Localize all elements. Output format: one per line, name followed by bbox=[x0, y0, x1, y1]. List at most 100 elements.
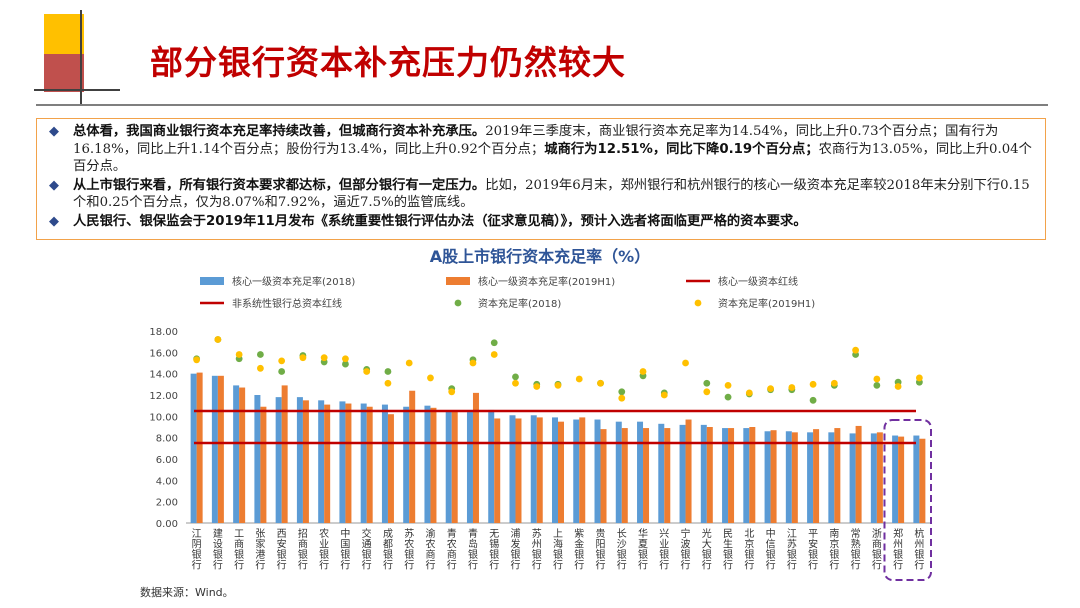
bar bbox=[196, 372, 203, 523]
svg-text:大: 大 bbox=[702, 538, 712, 551]
scatter-point bbox=[873, 382, 881, 389]
svg-text:行: 行 bbox=[404, 559, 414, 572]
scatter-point bbox=[299, 354, 307, 362]
scatter-point bbox=[533, 383, 541, 390]
svg-text:行: 行 bbox=[340, 559, 350, 572]
legend-label: 非系统性银行总资本红线 bbox=[232, 297, 342, 310]
svg-text:家: 家 bbox=[255, 538, 265, 551]
bar bbox=[509, 415, 516, 523]
svg-text:发: 发 bbox=[510, 538, 520, 551]
svg-text:行: 行 bbox=[617, 559, 627, 572]
scatter-point bbox=[809, 396, 817, 404]
bar bbox=[515, 418, 522, 523]
bar bbox=[530, 415, 537, 523]
svg-text:招: 招 bbox=[298, 527, 308, 540]
bar bbox=[239, 387, 246, 523]
legend-label: 资本充足率(2019H1) bbox=[718, 297, 815, 310]
bar bbox=[813, 429, 820, 523]
bar bbox=[190, 373, 197, 523]
bar bbox=[466, 412, 473, 523]
svg-text:银: 银 bbox=[723, 548, 733, 561]
svg-text:银: 银 bbox=[681, 548, 691, 561]
bar bbox=[281, 385, 288, 523]
svg-text:常: 常 bbox=[851, 527, 861, 540]
bar bbox=[615, 421, 622, 523]
scatter-point bbox=[788, 384, 796, 391]
bar bbox=[552, 417, 558, 523]
bar bbox=[898, 436, 905, 523]
svg-text:行: 行 bbox=[447, 559, 457, 572]
svg-text:行: 行 bbox=[744, 559, 754, 572]
svg-text:贵: 贵 bbox=[596, 527, 606, 540]
svg-text:波: 波 bbox=[681, 538, 691, 551]
svg-text:商: 商 bbox=[425, 548, 435, 561]
scatter-point bbox=[512, 379, 519, 387]
svg-text:宁: 宁 bbox=[681, 527, 691, 540]
bar bbox=[685, 419, 692, 523]
svg-text:银: 银 bbox=[766, 548, 776, 561]
scatter-point bbox=[554, 382, 562, 389]
svg-text:沙: 沙 bbox=[617, 539, 627, 551]
svg-text:张: 张 bbox=[255, 528, 265, 540]
svg-text:银: 银 bbox=[510, 548, 520, 561]
svg-text:商: 商 bbox=[298, 538, 308, 551]
diamond-bullet-icon: ◆ bbox=[49, 124, 59, 139]
svg-text:设: 设 bbox=[213, 539, 223, 551]
svg-text:岛: 岛 bbox=[468, 538, 478, 551]
svg-text:行: 行 bbox=[872, 559, 882, 572]
bar bbox=[749, 427, 756, 523]
bar bbox=[424, 405, 431, 523]
legend-label: 核心一级资本充足率(2019H1) bbox=[478, 275, 615, 288]
svg-text:安: 安 bbox=[277, 538, 287, 551]
bar bbox=[770, 430, 777, 523]
svg-text:兴: 兴 bbox=[659, 528, 669, 540]
svg-text:行: 行 bbox=[510, 559, 520, 572]
svg-text:工: 工 bbox=[234, 529, 244, 540]
bar bbox=[849, 433, 856, 523]
svg-text:行: 行 bbox=[277, 559, 287, 572]
svg-text:银: 银 bbox=[234, 548, 244, 561]
svg-text:民: 民 bbox=[723, 528, 733, 540]
svg-text:浦: 浦 bbox=[510, 527, 520, 540]
svg-text:江: 江 bbox=[192, 528, 202, 540]
svg-text:银: 银 bbox=[340, 548, 350, 561]
summary-box: ◆ 总体看，我国商业银行资本充足率持续改善，但城商行资本补充承压。2019年三季… bbox=[36, 118, 1046, 240]
scatter-point bbox=[703, 388, 711, 396]
scatter-point bbox=[618, 394, 626, 402]
svg-text:银: 银 bbox=[574, 548, 584, 561]
scatter-point bbox=[384, 368, 392, 375]
svg-text:京: 京 bbox=[744, 538, 754, 551]
bullet-1: ◆ 总体看，我国商业银行资本充足率持续改善，但城商行资本补充承压。2019年三季… bbox=[47, 123, 1035, 176]
bar bbox=[275, 397, 282, 523]
bar bbox=[233, 385, 240, 523]
scatter-point bbox=[618, 388, 626, 396]
svg-text:农: 农 bbox=[425, 538, 435, 551]
svg-text:银: 银 bbox=[319, 548, 329, 561]
diamond-bullet-icon: ◆ bbox=[49, 177, 59, 193]
scatter-point bbox=[703, 379, 711, 387]
legend-label: 核心一级资本红线 bbox=[718, 275, 798, 288]
legend-swatch bbox=[446, 277, 470, 285]
bullet-1-text2: 农商行为13.05%，同比上升0.04个百分点。 bbox=[73, 141, 1032, 175]
bar bbox=[919, 438, 926, 523]
svg-text:业: 业 bbox=[659, 539, 669, 551]
scatter-point bbox=[405, 359, 413, 367]
svg-text:行: 行 bbox=[893, 559, 903, 572]
svg-text:银: 银 bbox=[489, 548, 499, 561]
bar bbox=[366, 406, 373, 523]
svg-text:业: 业 bbox=[319, 539, 329, 551]
svg-text:阳: 阳 bbox=[596, 539, 606, 551]
svg-text:熟: 熟 bbox=[851, 538, 861, 551]
bar bbox=[387, 414, 394, 523]
scatter-point bbox=[235, 351, 243, 358]
svg-text:中: 中 bbox=[766, 527, 776, 540]
bar bbox=[913, 435, 920, 523]
svg-text:银: 银 bbox=[702, 548, 712, 561]
